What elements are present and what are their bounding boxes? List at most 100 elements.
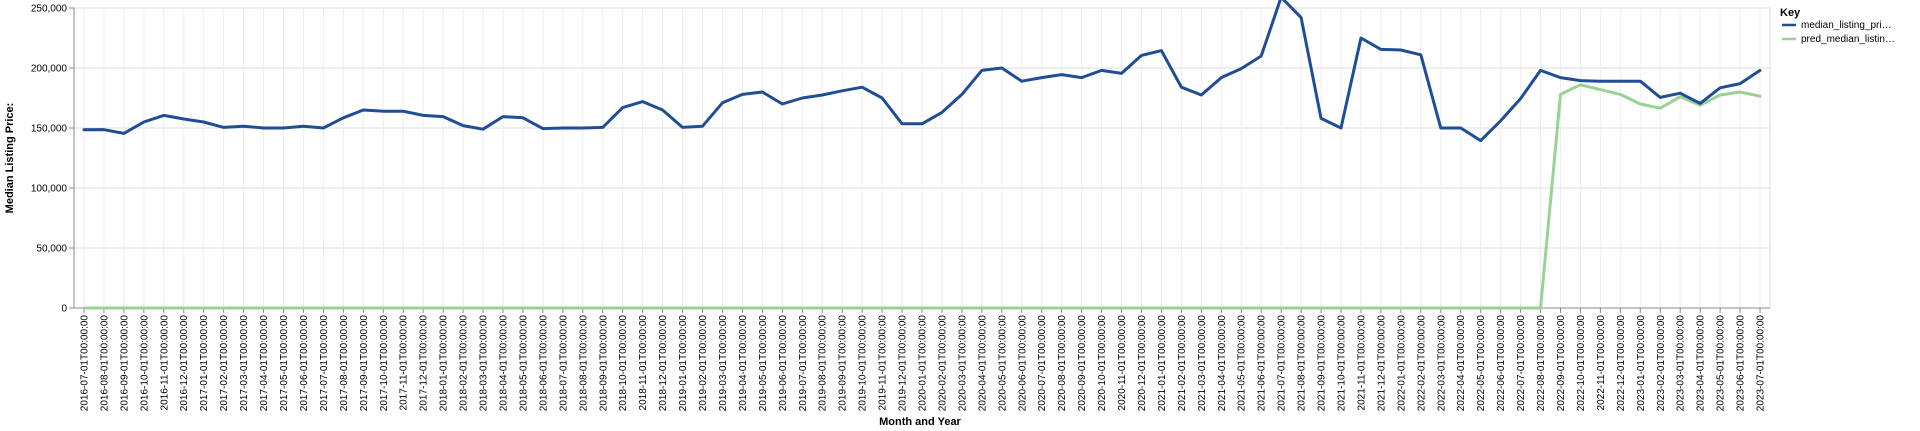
x-tick-label: 2020-01-01T00:00:00 (918, 315, 929, 412)
y-tick-label: 150,000 (31, 124, 68, 135)
y-tick-label: 200,000 (31, 64, 68, 75)
x-tick-label: 2021-08-01T00:00:00 (1297, 315, 1308, 412)
x-tick-label: 2017-02-01T00:00:00 (219, 315, 230, 412)
x-tick-label: 2021-11-01T00:00:00 (1356, 315, 1367, 411)
x-tick-label: 2016-09-01T00:00:00 (119, 315, 130, 412)
y-tick-label: 100,000 (31, 184, 68, 195)
x-tick-label: 2017-05-01T00:00:00 (279, 315, 290, 412)
x-tick-label: 2017-11-01T00:00:00 (399, 315, 410, 411)
x-tick-label: 2017-07-01T00:00:00 (319, 315, 330, 412)
x-tick-label: 2020-07-01T00:00:00 (1037, 315, 1048, 412)
x-tick-label: 2021-02-01T00:00:00 (1177, 315, 1188, 412)
gridlines (73, 7, 1771, 309)
x-tick-label: 2016-07-01T00:00:00 (79, 315, 90, 412)
x-tick-label: 2020-10-01T00:00:00 (1097, 315, 1108, 412)
x-tick-label: 2023-02-01T00:00:00 (1656, 315, 1667, 412)
legend-label: median_listing_pri… (1801, 20, 1892, 31)
x-tick-label: 2020-06-01T00:00:00 (1017, 315, 1028, 412)
x-tick-label: 2022-02-01T00:00:00 (1416, 315, 1427, 412)
x-tick-label: 2018-03-01T00:00:00 (479, 315, 490, 412)
x-tick-label: 2019-02-01T00:00:00 (698, 315, 709, 412)
x-tick-label: 2020-02-01T00:00:00 (937, 315, 948, 412)
legend-title: Key (1780, 7, 1801, 19)
x-tick-label: 2018-12-01T00:00:00 (658, 315, 669, 412)
x-tick-label: 2017-01-01T00:00:00 (199, 315, 210, 412)
x-tick-label: 2021-09-01T00:00:00 (1317, 315, 1328, 412)
x-tick-label: 2019-01-01T00:00:00 (678, 315, 689, 412)
x-tick-label: 2022-03-01T00:00:00 (1436, 315, 1447, 412)
x-tick-label: 2023-07-01T00:00:00 (1756, 315, 1767, 412)
y-axis-title: Median Listing Price: (4, 103, 16, 214)
x-tick-label: 2019-11-01T00:00:00 (878, 315, 889, 411)
y-tick-label: 0 (61, 304, 67, 315)
x-tick-label: 2020-05-01T00:00:00 (997, 315, 1008, 412)
x-tick-label: 2019-12-01T00:00:00 (898, 315, 909, 412)
x-tick-label: 2017-03-01T00:00:00 (239, 315, 250, 412)
x-tick-label: 2017-10-01T00:00:00 (379, 315, 390, 412)
x-tick-label: 2016-10-01T00:00:00 (139, 315, 150, 412)
x-tick-label: 2017-06-01T00:00:00 (299, 315, 310, 412)
x-tick-label: 2020-09-01T00:00:00 (1077, 315, 1088, 412)
x-tick-label: 2019-03-01T00:00:00 (718, 315, 729, 412)
x-tick-label: 2021-06-01T00:00:00 (1257, 315, 1268, 412)
x-tick-label: 2018-11-01T00:00:00 (638, 315, 649, 411)
x-tick-label: 2021-07-01T00:00:00 (1277, 315, 1288, 412)
x-tick-label: 2021-01-01T00:00:00 (1157, 315, 1168, 412)
x-tick-label: 2019-07-01T00:00:00 (798, 315, 809, 412)
x-tick-label: 2016-12-01T00:00:00 (179, 315, 190, 412)
x-tick-label: 2019-04-01T00:00:00 (738, 315, 749, 412)
x-tick-label: 2021-05-01T00:00:00 (1237, 315, 1248, 412)
x-tick-label: 2022-07-01T00:00:00 (1516, 315, 1527, 412)
x-tick-label: 2017-04-01T00:00:00 (259, 315, 270, 412)
series-line-1 (82, 83, 1762, 310)
y-axis: 0 50,000 100,000 150,000 200,000 250,000 (31, 4, 75, 315)
x-tick-label: 2021-03-01T00:00:00 (1197, 315, 1208, 412)
x-tick-label: 2021-10-01T00:00:00 (1337, 315, 1348, 412)
x-tick-label: 2018-08-01T00:00:00 (578, 315, 589, 412)
x-tick-label: 2017-12-01T00:00:00 (419, 315, 430, 412)
y-tick-label: 250,000 (31, 4, 68, 15)
y-tick-label: 50,000 (36, 244, 67, 255)
x-tick-label: 2022-08-01T00:00:00 (1536, 315, 1547, 412)
legend-label: pred_median_listin… (1801, 34, 1895, 45)
x-tick-label: 2018-10-01T00:00:00 (618, 315, 629, 412)
series-line-0 (82, 0, 1762, 143)
x-tick-label: 2022-05-01T00:00:00 (1476, 315, 1487, 412)
x-tick-label: 2022-01-01T00:00:00 (1396, 315, 1407, 412)
x-tick-label: 2017-09-01T00:00:00 (359, 315, 370, 412)
x-tick-label: 2019-06-01T00:00:00 (778, 315, 789, 412)
x-tick-label: 2022-04-01T00:00:00 (1456, 315, 1467, 412)
x-tick-label: 2020-04-01T00:00:00 (977, 315, 988, 412)
x-tick-label: 2018-02-01T00:00:00 (459, 315, 470, 412)
x-tick-label: 2020-12-01T00:00:00 (1137, 315, 1148, 412)
legend: Key median_listing_pri… pred_median_listi… (1780, 7, 1895, 45)
x-tick-label: 2020-03-01T00:00:00 (957, 315, 968, 412)
x-tick-label: 2018-07-01T00:00:00 (558, 315, 569, 412)
x-axis: 2016-07-01T00:00:00 2016-08-01T00:00:00 20… (74, 307, 1770, 412)
x-tick-label: 2018-06-01T00:00:00 (538, 315, 549, 412)
x-tick-label: 2016-11-01T00:00:00 (159, 315, 170, 411)
x-tick-label: 2019-09-01T00:00:00 (838, 315, 849, 412)
x-tick-label: 2018-04-01T00:00:00 (498, 315, 509, 412)
x-tick-label: 2017-08-01T00:00:00 (339, 315, 350, 412)
x-tick-label: 2023-04-01T00:00:00 (1696, 315, 1707, 412)
x-tick-label: 2022-11-01T00:00:00 (1596, 315, 1607, 411)
x-tick-label: 2020-08-01T00:00:00 (1057, 315, 1068, 412)
x-tick-label: 2022-10-01T00:00:00 (1576, 315, 1587, 412)
x-tick-label: 2016-08-01T00:00:00 (99, 315, 110, 412)
x-tick-label: 2019-08-01T00:00:00 (818, 315, 829, 412)
x-tick-label: 2021-04-01T00:00:00 (1217, 315, 1228, 412)
x-tick-label: 2023-05-01T00:00:00 (1716, 315, 1727, 412)
x-tick-label: 2018-05-01T00:00:00 (518, 315, 529, 412)
x-tick-label: 2023-01-01T00:00:00 (1636, 315, 1647, 412)
x-tick-label: 2022-12-01T00:00:00 (1616, 315, 1627, 412)
x-tick-label: 2023-06-01T00:00:00 (1736, 315, 1747, 412)
x-tick-label: 2021-12-01T00:00:00 (1376, 315, 1387, 412)
x-tick-label: 2022-09-01T00:00:00 (1556, 315, 1567, 412)
series-layer (82, 0, 1762, 310)
x-tick-label: 2019-05-01T00:00:00 (758, 315, 769, 412)
x-tick-label: 2023-03-01T00:00:00 (1676, 315, 1687, 412)
x-axis-title: Month and Year (879, 416, 961, 428)
x-tick-label: 2020-11-01T00:00:00 (1117, 315, 1128, 411)
